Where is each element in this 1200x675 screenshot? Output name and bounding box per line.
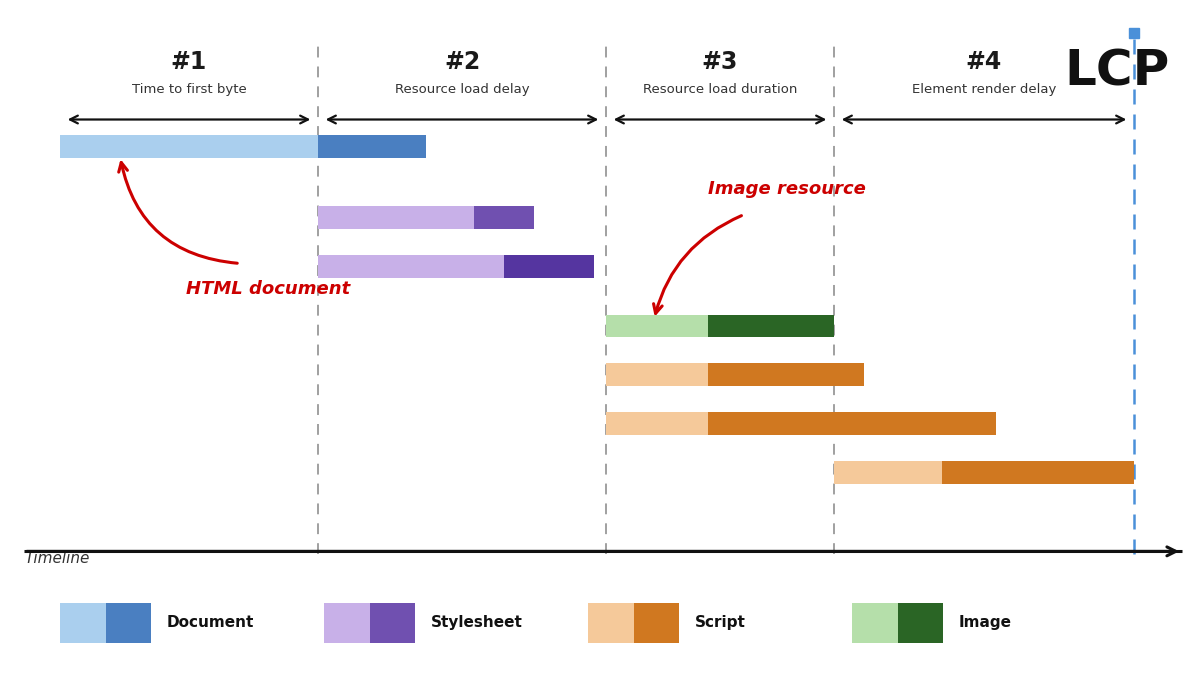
Bar [370,603,415,643]
Bar [708,412,996,435]
Bar [606,315,708,338]
Text: #1: #1 [170,51,208,74]
Text: Image: Image [959,615,1012,630]
Bar [504,254,594,277]
Text: #4: #4 [966,51,1002,74]
Text: #3: #3 [702,51,738,74]
Bar [606,363,708,386]
Bar [474,206,534,229]
Text: Stylesheet: Stylesheet [431,615,523,630]
Bar [588,603,634,643]
Bar [708,315,834,338]
Text: Resource load delay: Resource load delay [395,83,529,96]
Bar [634,603,679,643]
Text: HTML document: HTML document [186,279,350,298]
Bar [318,206,474,229]
Text: Element render delay: Element render delay [912,83,1056,96]
Bar [318,135,426,158]
Text: Script: Script [695,615,745,630]
Bar [606,412,708,435]
Text: Document: Document [167,615,254,630]
Bar [318,254,504,277]
Bar [834,461,942,484]
Bar [60,603,106,643]
Bar [324,603,370,643]
Bar [898,603,943,643]
Bar [708,363,864,386]
Text: Resource load duration: Resource load duration [643,83,797,96]
Bar [942,461,1134,484]
Text: Timeline: Timeline [24,551,89,566]
Text: #2: #2 [444,51,480,74]
Text: Image resource: Image resource [708,180,866,198]
Bar [60,135,318,158]
Bar [852,603,898,643]
Text: LCP: LCP [1064,47,1170,95]
Bar [106,603,151,643]
Text: Time to first byte: Time to first byte [132,83,246,96]
